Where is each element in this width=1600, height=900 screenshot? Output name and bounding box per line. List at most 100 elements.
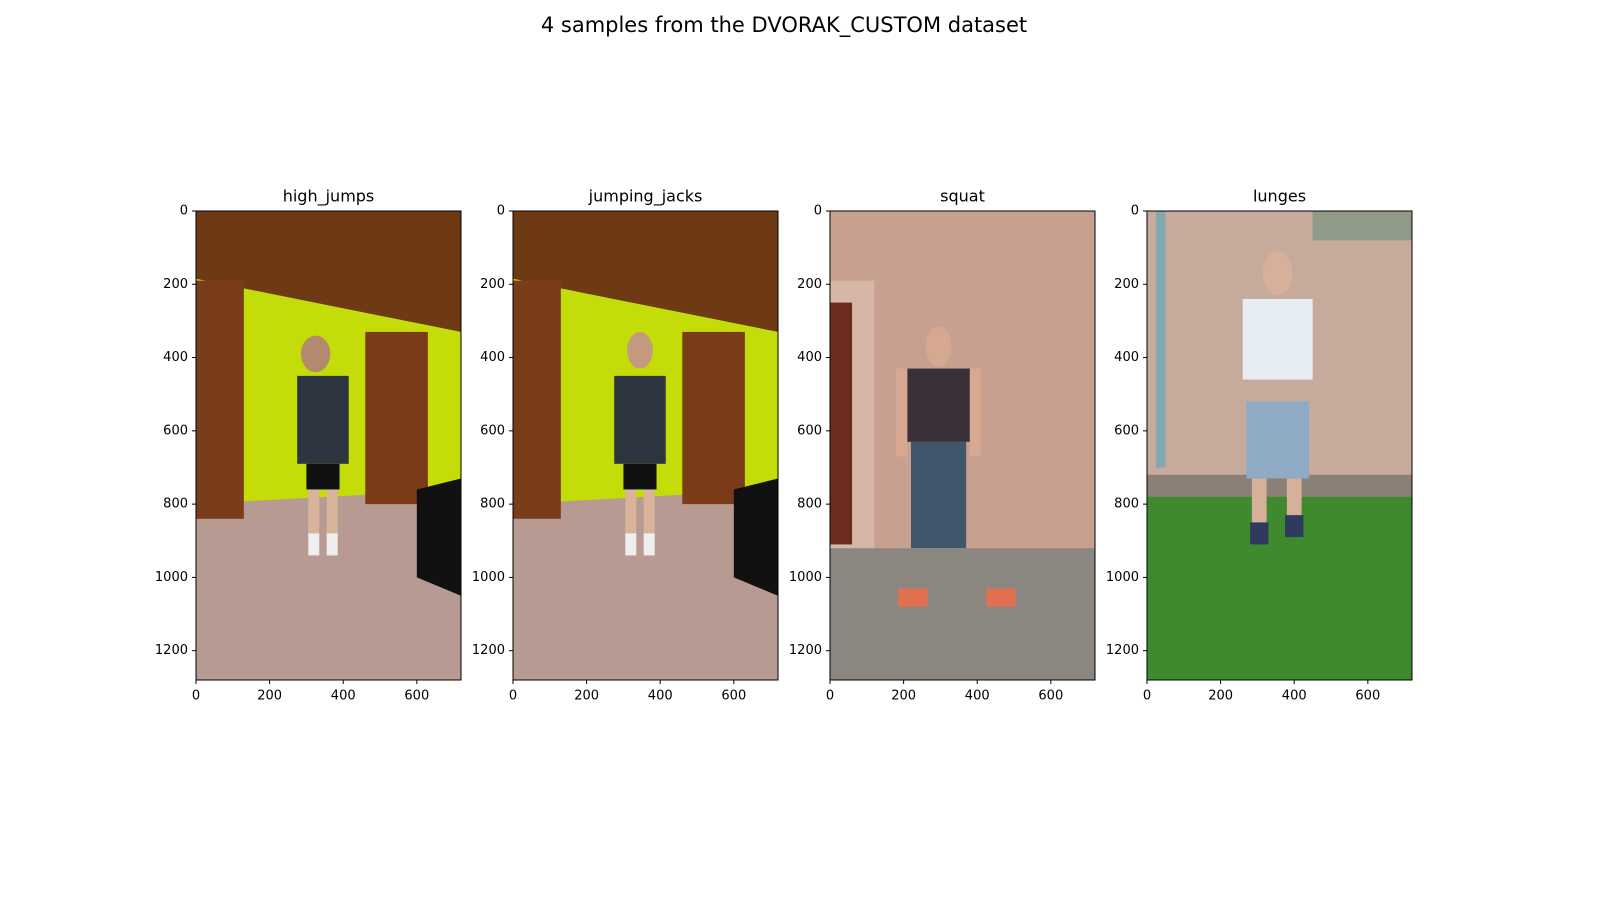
- y-tick-label: 0: [814, 204, 822, 219]
- scene-shape: [1312, 211, 1412, 241]
- scene-shape: [326, 489, 338, 538]
- scene-shape: [1147, 496, 1412, 680]
- x-tick-label: 200: [574, 689, 599, 704]
- y-tick-label: 800: [1114, 497, 1139, 512]
- y-tick-label: 200: [1114, 277, 1139, 292]
- axes-title: high_jumps: [283, 187, 375, 207]
- x-tick-label: 400: [1282, 689, 1307, 704]
- scene-shape: [733, 478, 778, 596]
- y-tick-label: 800: [163, 497, 188, 512]
- y-tick-label: 1000: [155, 570, 188, 585]
- scene-shape: [625, 533, 637, 556]
- x-tick-label: 600: [1038, 689, 1063, 704]
- scene-shape: [1246, 401, 1309, 479]
- image: [830, 211, 1095, 680]
- x-tick-label: 600: [404, 689, 429, 704]
- scene-shape: [1286, 478, 1302, 523]
- axes-title: lunges: [1253, 187, 1306, 206]
- scene-shape: [1156, 211, 1166, 468]
- y-tick-label: 600: [797, 423, 822, 438]
- scene-shape: [297, 375, 349, 464]
- y-tick-label: 1200: [472, 643, 505, 658]
- image: [513, 211, 778, 680]
- x-tick-label: 0: [509, 689, 517, 704]
- scene-shape: [1251, 478, 1267, 523]
- y-tick-label: 1200: [1106, 643, 1139, 658]
- scene-shape: [925, 326, 952, 367]
- x-tick-label: 600: [721, 689, 746, 704]
- y-tick-label: 0: [1131, 204, 1139, 219]
- scene-shape: [365, 331, 428, 505]
- axes-frame: [829, 210, 1096, 681]
- scene-shape: [308, 533, 320, 556]
- scene-shape: [196, 489, 461, 680]
- y-tick-label: 800: [797, 497, 822, 512]
- y-tick-label: 1200: [155, 643, 188, 658]
- scene-shape: [986, 588, 1016, 607]
- scene-shape: [969, 368, 981, 457]
- scene-shape: [830, 302, 853, 545]
- axes-frame: [195, 210, 462, 681]
- scene-shape: [614, 375, 666, 464]
- y-tick-label: 400: [1114, 350, 1139, 365]
- y-tick-label: 600: [1114, 423, 1139, 438]
- y-tick-label: 600: [163, 423, 188, 438]
- scene-shape: [896, 368, 908, 457]
- scene-shape: [643, 533, 655, 556]
- scene-shape: [898, 588, 928, 607]
- axes-title: squat: [940, 187, 985, 206]
- scene-shape: [1262, 251, 1293, 296]
- scene-shape: [627, 331, 653, 369]
- scene-shape: [1285, 515, 1304, 538]
- y-tick-label: 1000: [472, 570, 505, 585]
- scene-shape: [513, 211, 778, 332]
- y-tick-label: 200: [480, 277, 505, 292]
- x-tick-label: 400: [331, 689, 356, 704]
- scene-shape: [682, 331, 745, 505]
- x-tick-label: 0: [1143, 689, 1151, 704]
- y-tick-label: 1200: [789, 643, 822, 658]
- scene-shape: [300, 335, 331, 373]
- scene-shape: [910, 441, 967, 549]
- scene-shape: [643, 489, 655, 538]
- image: [1147, 211, 1412, 680]
- y-tick-label: 800: [480, 497, 505, 512]
- x-tick-label: 400: [648, 689, 673, 704]
- scene-shape: [907, 368, 970, 442]
- scene-shape: [513, 280, 561, 519]
- scene-shape: [416, 478, 461, 596]
- y-tick-label: 400: [480, 350, 505, 365]
- scene-shape: [306, 463, 340, 490]
- x-tick-label: 0: [192, 689, 200, 704]
- scene-shape: [1242, 298, 1313, 380]
- y-tick-label: 1000: [789, 570, 822, 585]
- x-tick-label: 200: [257, 689, 282, 704]
- scene-shape: [1250, 522, 1269, 545]
- y-tick-label: 0: [180, 204, 188, 219]
- y-tick-label: 0: [497, 204, 505, 219]
- axes-frame: [512, 210, 779, 681]
- scene-shape: [196, 280, 244, 519]
- scene-shape: [625, 489, 637, 538]
- y-tick-label: 200: [797, 277, 822, 292]
- axes-title: jumping_jacks: [588, 187, 703, 207]
- image: [196, 211, 461, 680]
- x-tick-label: 200: [891, 689, 916, 704]
- scene-shape: [308, 489, 320, 538]
- y-tick-label: 600: [480, 423, 505, 438]
- x-tick-label: 400: [965, 689, 990, 704]
- x-tick-label: 600: [1355, 689, 1380, 704]
- figure-title: 4 samples from the DVORAK_CUSTOM dataset: [541, 13, 1027, 38]
- scene-shape: [623, 463, 657, 490]
- scene-shape: [830, 548, 1095, 680]
- y-tick-label: 1000: [1106, 570, 1139, 585]
- y-tick-label: 400: [163, 350, 188, 365]
- axes-frame: [1146, 210, 1413, 681]
- scene-shape: [196, 211, 461, 332]
- x-tick-label: 0: [826, 689, 834, 704]
- y-tick-label: 200: [163, 277, 188, 292]
- x-tick-label: 200: [1208, 689, 1233, 704]
- scene-shape: [513, 489, 778, 680]
